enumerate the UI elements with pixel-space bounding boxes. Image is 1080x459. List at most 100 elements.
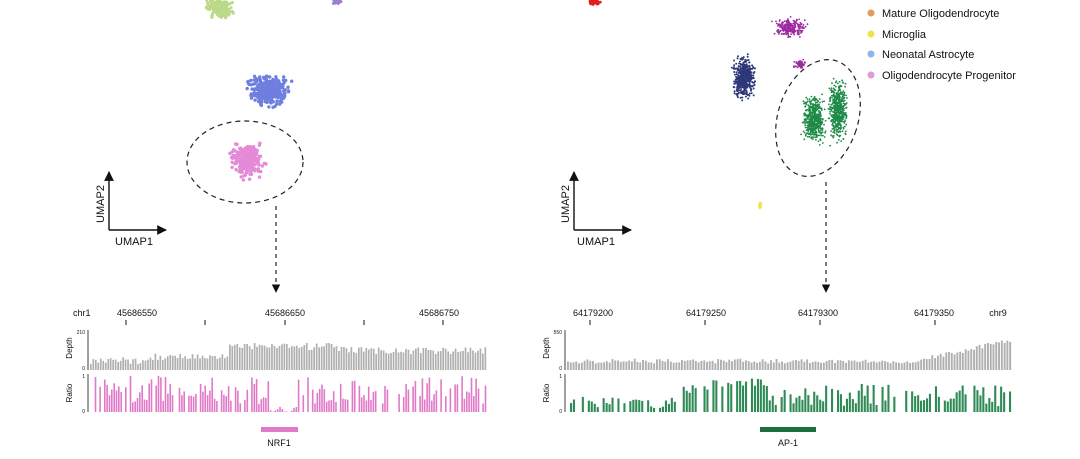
left-ratio-bar <box>225 396 227 412</box>
left-depth-bar <box>273 345 276 370</box>
right-depth-bar <box>647 362 650 370</box>
right-ratio-bar <box>857 390 860 412</box>
right-ratio-bar <box>804 388 807 412</box>
left-ratio-bar <box>290 410 293 412</box>
right-depth-bar <box>903 362 906 370</box>
right-depth-bar <box>722 360 725 370</box>
left-ratio-bar <box>297 379 300 412</box>
right-depth-bar <box>792 360 795 370</box>
left-depth-bar <box>142 360 144 370</box>
right-depth-bar <box>856 361 859 370</box>
left-ratio-bar <box>342 398 344 412</box>
left-depth-bar <box>266 347 268 370</box>
left-ratio-bar <box>190 395 192 412</box>
right-depth-bar <box>956 352 959 370</box>
right-depth-bar <box>619 362 622 370</box>
left-depth-bar <box>298 347 301 370</box>
left-depth-bar <box>147 359 149 370</box>
right-depth-bar <box>964 349 967 370</box>
left-depth-bar <box>258 344 261 370</box>
right-depth-bar <box>678 362 681 370</box>
left-ratio-bar <box>129 376 132 412</box>
right-depth-bar <box>1003 342 1006 370</box>
left-depth-bar <box>152 360 154 370</box>
left-depth-bar <box>97 362 100 370</box>
right-ratio-bar <box>590 401 593 412</box>
right-depth-bar <box>639 362 642 370</box>
right-umap-axes: UMAP2 UMAP1 <box>560 171 632 248</box>
right-umap: UMAP2 UMAP1 <box>560 0 861 293</box>
right-ratio-bar <box>688 392 691 412</box>
left-ratio-bar <box>111 389 113 412</box>
left-track: chr1 45686550 45686650 45686750 Depth 21… <box>65 308 487 448</box>
right-ratio-bar <box>789 394 792 412</box>
right-ratio-bar <box>905 390 908 412</box>
left-depth-bar <box>300 346 303 370</box>
left-ratio-bar <box>407 389 410 412</box>
left-ratio-bar <box>316 392 319 412</box>
left-depth-bar <box>109 358 112 370</box>
left-ratio-bar <box>106 384 108 412</box>
right-depth-bar <box>884 361 886 370</box>
left-ratio-bar <box>323 389 326 412</box>
right-depth-bar <box>992 344 995 370</box>
right-depth-bar <box>875 362 878 370</box>
right-ratio-bar <box>866 385 869 412</box>
right-depth-bar <box>981 348 984 370</box>
left-depth-bar <box>124 359 127 370</box>
left-ratio-max: 1 <box>82 374 85 380</box>
right-depth-max: 550 <box>554 330 563 336</box>
left-depth-bar <box>288 347 291 370</box>
left-umap-y-label: UMAP2 <box>95 185 107 223</box>
right-ratio-bar <box>750 378 753 412</box>
left-ratio-bar <box>468 392 470 412</box>
right-depth-bar <box>867 362 870 370</box>
left-depth-bar <box>400 351 402 370</box>
right-ratio-bar <box>926 398 929 412</box>
right-ratio-bar <box>792 403 795 412</box>
right-ratio-bar <box>712 380 715 412</box>
right-depth-bar <box>939 353 942 370</box>
left-depth-bar <box>268 347 271 370</box>
right-depth-bar <box>750 362 753 370</box>
right-ratio-bar <box>730 384 733 412</box>
left-depth-bar <box>353 352 355 370</box>
left-depth-bar <box>315 343 318 370</box>
left-ratio-bar <box>132 402 134 412</box>
right-depth-bar <box>978 344 981 370</box>
right-ratio-bar <box>914 396 917 412</box>
left-depth-bar <box>117 362 119 370</box>
left-ratio-bar <box>206 395 209 412</box>
right-depth-label: Depth <box>542 337 551 358</box>
right-depth-bar <box>605 361 608 370</box>
right-depth-bar <box>572 362 575 370</box>
right-ratio-label: Ratio <box>542 383 551 402</box>
left-highlight-ellipse <box>186 120 304 204</box>
right-depth-bar <box>736 359 739 370</box>
left-depth-bar <box>479 348 482 370</box>
right-depth-bar <box>834 363 836 370</box>
right-depth-bar <box>650 362 653 370</box>
left-depth-bar <box>345 348 348 370</box>
left-depth-bar <box>484 347 487 370</box>
right-ratio-bar <box>1003 392 1006 412</box>
left-ratio-bar <box>239 403 242 412</box>
left-ratio-bar <box>470 377 473 412</box>
right-ratio-bar <box>623 403 626 412</box>
left-ratio-bar <box>230 400 232 412</box>
left-umap: UMAP2 UMAP1 <box>95 0 343 293</box>
right-ratio-bar <box>691 385 694 412</box>
right-ratio-bar <box>715 380 718 412</box>
right-depth-bar <box>597 362 600 370</box>
right-cluster-magenta-top <box>771 16 809 39</box>
left-ratio-bar <box>477 388 480 412</box>
right-ratio-bar <box>934 386 937 412</box>
right-depth-bar <box>948 351 950 370</box>
right-depth-bar <box>625 361 628 370</box>
right-depth-bar <box>703 360 706 370</box>
left-depth-bar <box>243 344 246 370</box>
right-ratio-bar <box>988 398 991 412</box>
right-depth-bar <box>739 358 742 370</box>
right-ratio-bar <box>706 389 709 412</box>
left-ratio-bar <box>367 386 370 412</box>
